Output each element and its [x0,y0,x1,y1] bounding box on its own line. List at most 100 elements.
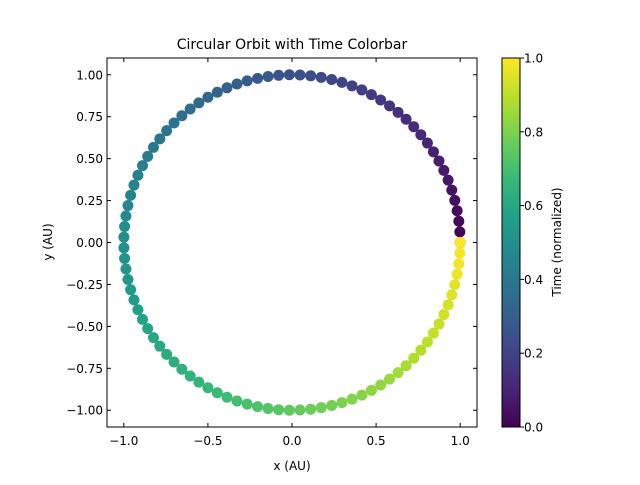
x-tick-label: −1.0 [109,434,138,448]
orbit-point [442,174,454,186]
colorbar [502,58,520,427]
chart-title: Circular Orbit with Time Colorbar [177,37,408,53]
orbit-point [451,205,463,217]
orbit-point [147,332,159,344]
orbit-point [375,379,387,391]
orbit-point [315,402,327,414]
x-axis: −1.0 −0.5 0.0 0.5 1.0 [109,58,470,448]
orbit-point [137,160,149,172]
x-tick-label: 0.5 [367,434,386,448]
y-tick-label: −0.75 [66,362,103,376]
orbit-point [421,336,433,348]
orbit-point [120,263,132,275]
orbit-point [446,289,458,301]
orbit-point [161,125,173,137]
orbit-point [400,360,412,372]
orbit-point [221,391,233,403]
orbit-point [451,268,463,280]
x-axis-label: x (AU) [273,459,310,473]
orbit-point [346,393,358,405]
orbit-point [252,401,264,413]
orbit-point [454,237,466,248]
colorbar-tick-label: 0.0 [524,421,543,435]
orbit-point [125,189,137,201]
orbit-point [336,76,348,88]
orbit-point [241,398,253,410]
orbit-point [442,299,454,311]
orbit-point [147,141,159,153]
orbit-point [375,94,387,106]
orbit-point [427,146,439,158]
orbit-point [326,74,338,85]
colorbar-tick-label: 0.4 [524,273,543,287]
orbit-point [305,70,317,82]
y-tick-label: 0.50 [76,152,103,166]
y-tick-label: 0.00 [76,236,103,250]
orbit-point [128,294,140,306]
orbit-point [294,69,306,81]
orbit-point [184,370,196,382]
orbit-point [118,231,130,243]
scatter-points [118,69,466,416]
colorbar-tick-label: 0.8 [524,125,543,139]
orbit-point [176,110,188,122]
orbit-point [193,376,205,388]
orbit-point [305,403,317,415]
x-tick-label: −0.5 [193,434,222,448]
colorbar-axis: 0.0 0.2 0.4 0.6 0.8 1.0 [520,52,543,435]
orbit-point [132,169,144,181]
orbit-point [231,395,243,407]
orbit-point [438,164,450,176]
orbit-point [122,200,134,212]
plot-frame [106,57,478,428]
orbit-point [433,318,445,330]
orbit-point [446,184,458,196]
orbit-point [315,71,327,83]
orbit-point [211,387,223,399]
orbit-point [438,309,450,321]
orbit-point [241,75,253,87]
orbit-point [137,313,149,325]
colorbar-tick-label: 1.0 [524,52,543,66]
orbit-point [168,117,180,129]
orbit-point [221,82,233,94]
orbit-point [449,279,461,291]
orbit-point [120,210,132,222]
orbit-point [421,137,433,149]
orbit-point [346,80,358,92]
orbit-point [392,367,404,379]
x-tick-label: 0.0 [282,434,301,448]
orbit-point [356,84,368,96]
orbit-point [365,384,377,396]
orbit-point [415,129,427,141]
orbit-point [132,304,144,316]
orbit-point [119,252,131,264]
orbit-point [122,273,134,285]
orbit-point [392,106,404,118]
orbit-point [262,70,274,82]
orbit-point [453,215,465,227]
orbit-point [454,226,466,238]
orbit-point [168,356,180,368]
colorbar-label: Time (normalized) [550,187,564,297]
y-axis: −1.00 −0.75 −0.50 −0.25 0.00 0.25 0.50 0.75 1.00 [66,68,477,418]
orbit-point [273,404,285,416]
y-tick-label: 0.25 [76,194,103,208]
orbit-point [154,340,166,352]
orbit-point [211,86,223,98]
orbit-point [202,91,214,103]
orbit-point [336,397,348,409]
orbit-point [427,327,439,339]
orbit-point [184,103,196,115]
y-tick-label: 0.75 [76,110,103,124]
orbit-point [384,100,396,112]
orbit-point [415,344,427,356]
orbit-point [193,97,205,109]
y-axis-label: y (AU) [41,223,55,260]
orbit-point [326,400,338,411]
y-tick-label: −0.50 [66,320,103,334]
orbit-point [202,382,214,394]
orbit-point [273,69,285,81]
orbit-point [125,284,137,296]
